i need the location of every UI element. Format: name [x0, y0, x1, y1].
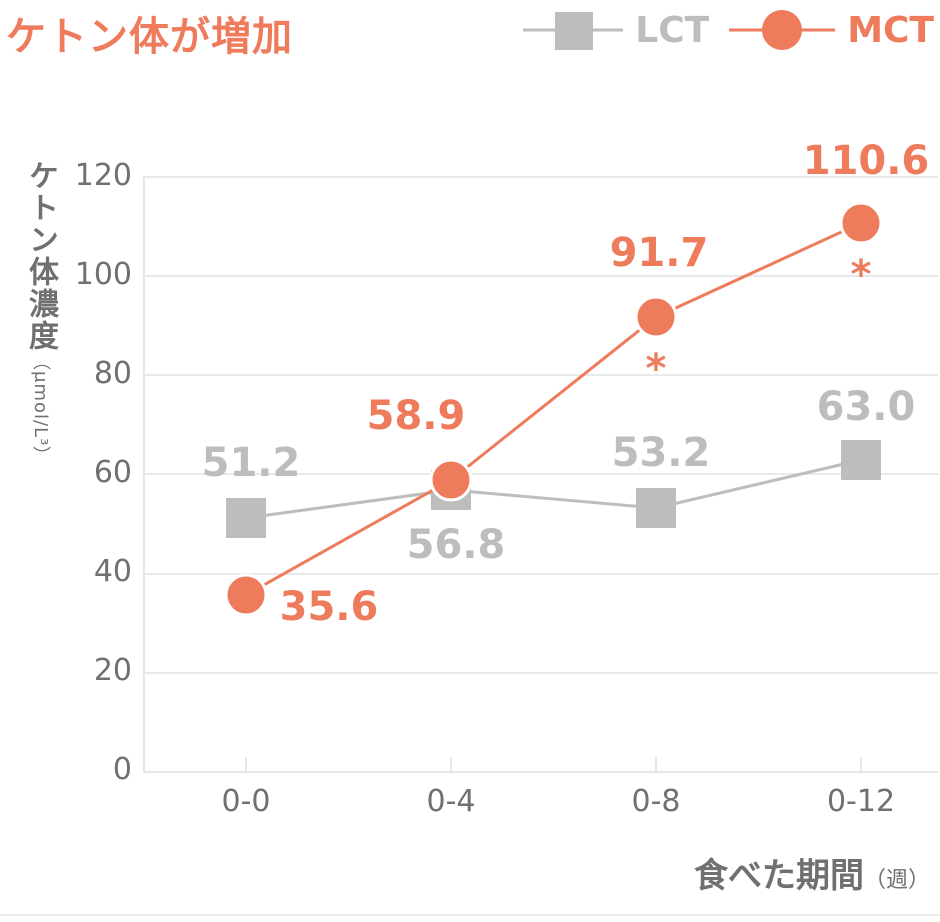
y-tick-60: 60 — [93, 455, 132, 490]
square-marker-icon — [523, 12, 624, 50]
x-axis-label: 食べた期間（週） — [694, 848, 930, 897]
chart-title: ケトン体が増加 — [6, 14, 293, 60]
y-tick-40: 40 — [93, 554, 132, 589]
x-tick-0-0: 0-0 — [221, 784, 271, 819]
x-tick-0-12: 0-12 — [826, 784, 896, 819]
mct-line — [245, 221, 862, 597]
x-tick-marks — [245, 757, 862, 772]
lct-label-3: 63.0 — [816, 384, 916, 430]
legend-item-lct: LCT — [521, 10, 709, 51]
bottom-divider — [0, 914, 940, 916]
x-tick-0-4: 0-4 — [426, 784, 476, 819]
gridlines — [144, 176, 938, 674]
y-axis-unit: （μmol/L³） — [30, 352, 51, 466]
circle-marker-icon — [729, 10, 836, 50]
y-tick-20: 20 — [93, 653, 132, 688]
y-tick-0: 0 — [112, 752, 132, 787]
mct-label-2: 91.7 — [609, 230, 709, 276]
y-axis-title: ケトン体濃度 — [23, 160, 58, 352]
y-tick-100: 100 — [74, 257, 132, 292]
lct-label-2: 53.2 — [611, 430, 711, 476]
legend: LCT MCT — [503, 8, 934, 52]
mct-label-1: 58.9 — [366, 393, 466, 439]
y-tick-80: 80 — [93, 356, 132, 391]
x-axis-title: 食べた期間 — [693, 856, 864, 896]
lct-label-0: 51.2 — [201, 440, 301, 486]
legend-item-mct: MCT — [727, 8, 934, 52]
legend-label-lct: LCT — [635, 9, 710, 51]
lct-line — [245, 458, 862, 520]
x-tick-0-8: 0-8 — [631, 784, 681, 819]
y-tick-120: 120 — [74, 158, 132, 193]
significance-star-0-12: * — [850, 252, 872, 298]
lct-label-1: 56.8 — [406, 522, 506, 568]
mct-label-3: 110.6 — [802, 138, 930, 184]
mct-markers — [224, 201, 883, 617]
legend-label-mct: MCT — [847, 9, 934, 51]
y-axis-label: ケトン体濃度（μmol/L³） — [18, 160, 62, 465]
x-axis-unit: （週） — [863, 868, 930, 893]
mct-label-0: 35.6 — [279, 584, 379, 630]
significance-star-0-8: * — [645, 346, 667, 392]
